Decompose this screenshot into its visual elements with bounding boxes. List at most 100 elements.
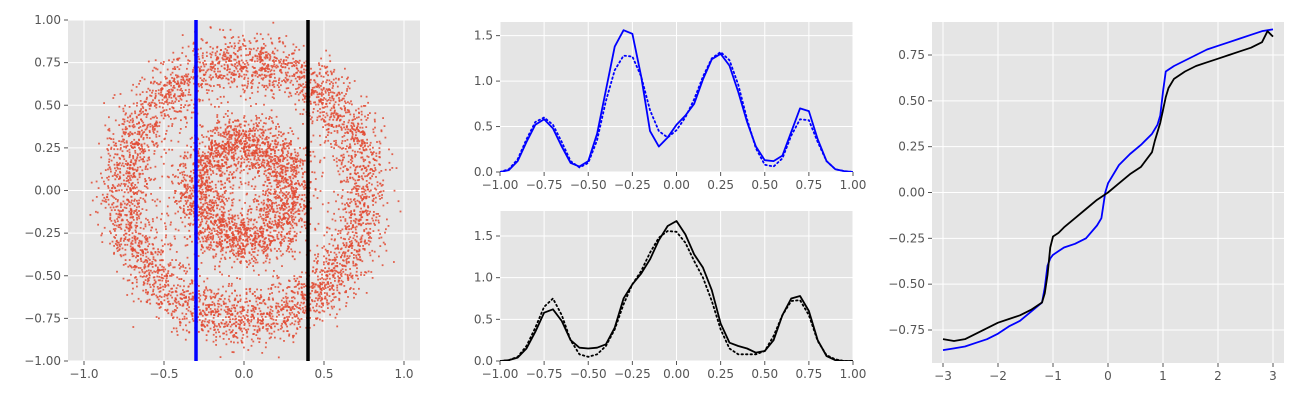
scatter-point	[303, 293, 306, 296]
scatter-point	[191, 240, 193, 243]
scatter-point	[231, 199, 233, 202]
scatter-point	[343, 95, 346, 97]
scatter-point	[276, 194, 279, 197]
scatter-point	[238, 136, 240, 138]
scatter-point	[291, 202, 294, 204]
scatter-point	[289, 227, 292, 230]
scatter-point	[313, 285, 316, 288]
scatter-point	[207, 246, 210, 249]
scatter-point	[198, 190, 201, 192]
scatter-point	[217, 194, 219, 197]
scatter-point	[208, 84, 211, 87]
scatter-point	[235, 237, 238, 240]
scatter-point	[284, 91, 286, 94]
scatter-point	[254, 244, 256, 247]
scatter-point	[278, 86, 280, 89]
scatter-point	[320, 269, 323, 271]
scatter-point	[206, 171, 209, 173]
scatter-point	[254, 236, 257, 239]
scatter-point	[292, 187, 295, 190]
scatter-point	[258, 122, 260, 124]
scatter-point	[233, 163, 236, 166]
scatter-point	[259, 144, 261, 147]
scatter-point	[187, 104, 190, 107]
scatter-point	[372, 146, 374, 149]
scatter-point	[151, 266, 154, 268]
scatter-point	[310, 140, 313, 143]
scatter-point	[203, 311, 206, 314]
scatter-point	[235, 128, 237, 130]
scatter-point	[297, 69, 300, 72]
scatter-point	[255, 334, 258, 336]
scatter-point	[217, 299, 220, 302]
scatter-point	[228, 118, 231, 121]
scatter-point	[118, 124, 121, 126]
scatter-point	[270, 37, 272, 40]
scatter-point	[124, 259, 127, 261]
scatter-point	[225, 51, 228, 54]
scatter-point	[211, 301, 214, 303]
scatter-point	[346, 167, 348, 170]
scatter-point	[249, 262, 252, 264]
scatter-point	[234, 214, 237, 217]
scatter-point	[198, 85, 201, 88]
scatter-point	[146, 168, 149, 171]
scatter-point	[157, 83, 160, 86]
scatter-point	[323, 263, 325, 266]
scatter-point	[252, 239, 255, 242]
scatter-point	[240, 143, 243, 146]
scatter-point	[243, 39, 246, 42]
scatter-point	[283, 165, 286, 168]
scatter-point	[171, 259, 174, 261]
scatter-point	[357, 222, 360, 225]
scatter-point	[276, 223, 279, 226]
scatter-point	[222, 29, 225, 31]
scatter-point	[397, 200, 400, 203]
scatter-point	[211, 232, 213, 235]
scatter-point	[297, 196, 300, 198]
scatter-point	[199, 124, 202, 126]
scatter-point	[356, 125, 359, 127]
scatter-point	[184, 200, 187, 202]
scatter-point	[291, 169, 294, 171]
scatter-point	[282, 320, 285, 322]
scatter-point	[146, 219, 149, 221]
scatter-point	[219, 156, 221, 158]
scatter-point	[230, 137, 233, 140]
scatter-point	[113, 163, 116, 166]
scatter-point	[286, 320, 288, 322]
scatter-point	[256, 60, 259, 63]
scatter-point	[282, 146, 285, 149]
scatter-point	[356, 199, 359, 202]
scatter-point	[155, 106, 158, 109]
scatter-point	[261, 113, 264, 115]
scatter-point	[273, 52, 276, 55]
scatter-point	[205, 51, 208, 54]
scatter-point	[227, 217, 230, 219]
scatter-point	[375, 213, 378, 215]
scatter-point	[281, 166, 284, 168]
scatter-point	[374, 169, 377, 171]
scatter-point	[368, 182, 371, 184]
scatter-point	[347, 180, 350, 183]
scatter-point	[238, 130, 241, 132]
scatter-point	[386, 218, 388, 221]
scatter-point	[119, 177, 121, 180]
scatter-point	[278, 184, 281, 187]
scatter-point	[184, 94, 187, 97]
scatter-point	[350, 122, 353, 124]
scatter-point	[356, 267, 358, 270]
scatter-point	[380, 236, 383, 239]
y-tick-label: −0.75	[24, 311, 61, 325]
scatter-point	[356, 137, 359, 139]
scatter-point	[239, 140, 242, 143]
scatter-point	[247, 220, 250, 223]
scatter-point	[113, 148, 116, 151]
scatter-point	[198, 161, 200, 164]
scatter-point	[216, 242, 219, 245]
scatter-point	[184, 164, 187, 167]
scatter-point	[220, 232, 223, 235]
scatter-point	[284, 169, 287, 172]
scatter-point	[251, 305, 253, 307]
scatter-point	[264, 122, 267, 125]
